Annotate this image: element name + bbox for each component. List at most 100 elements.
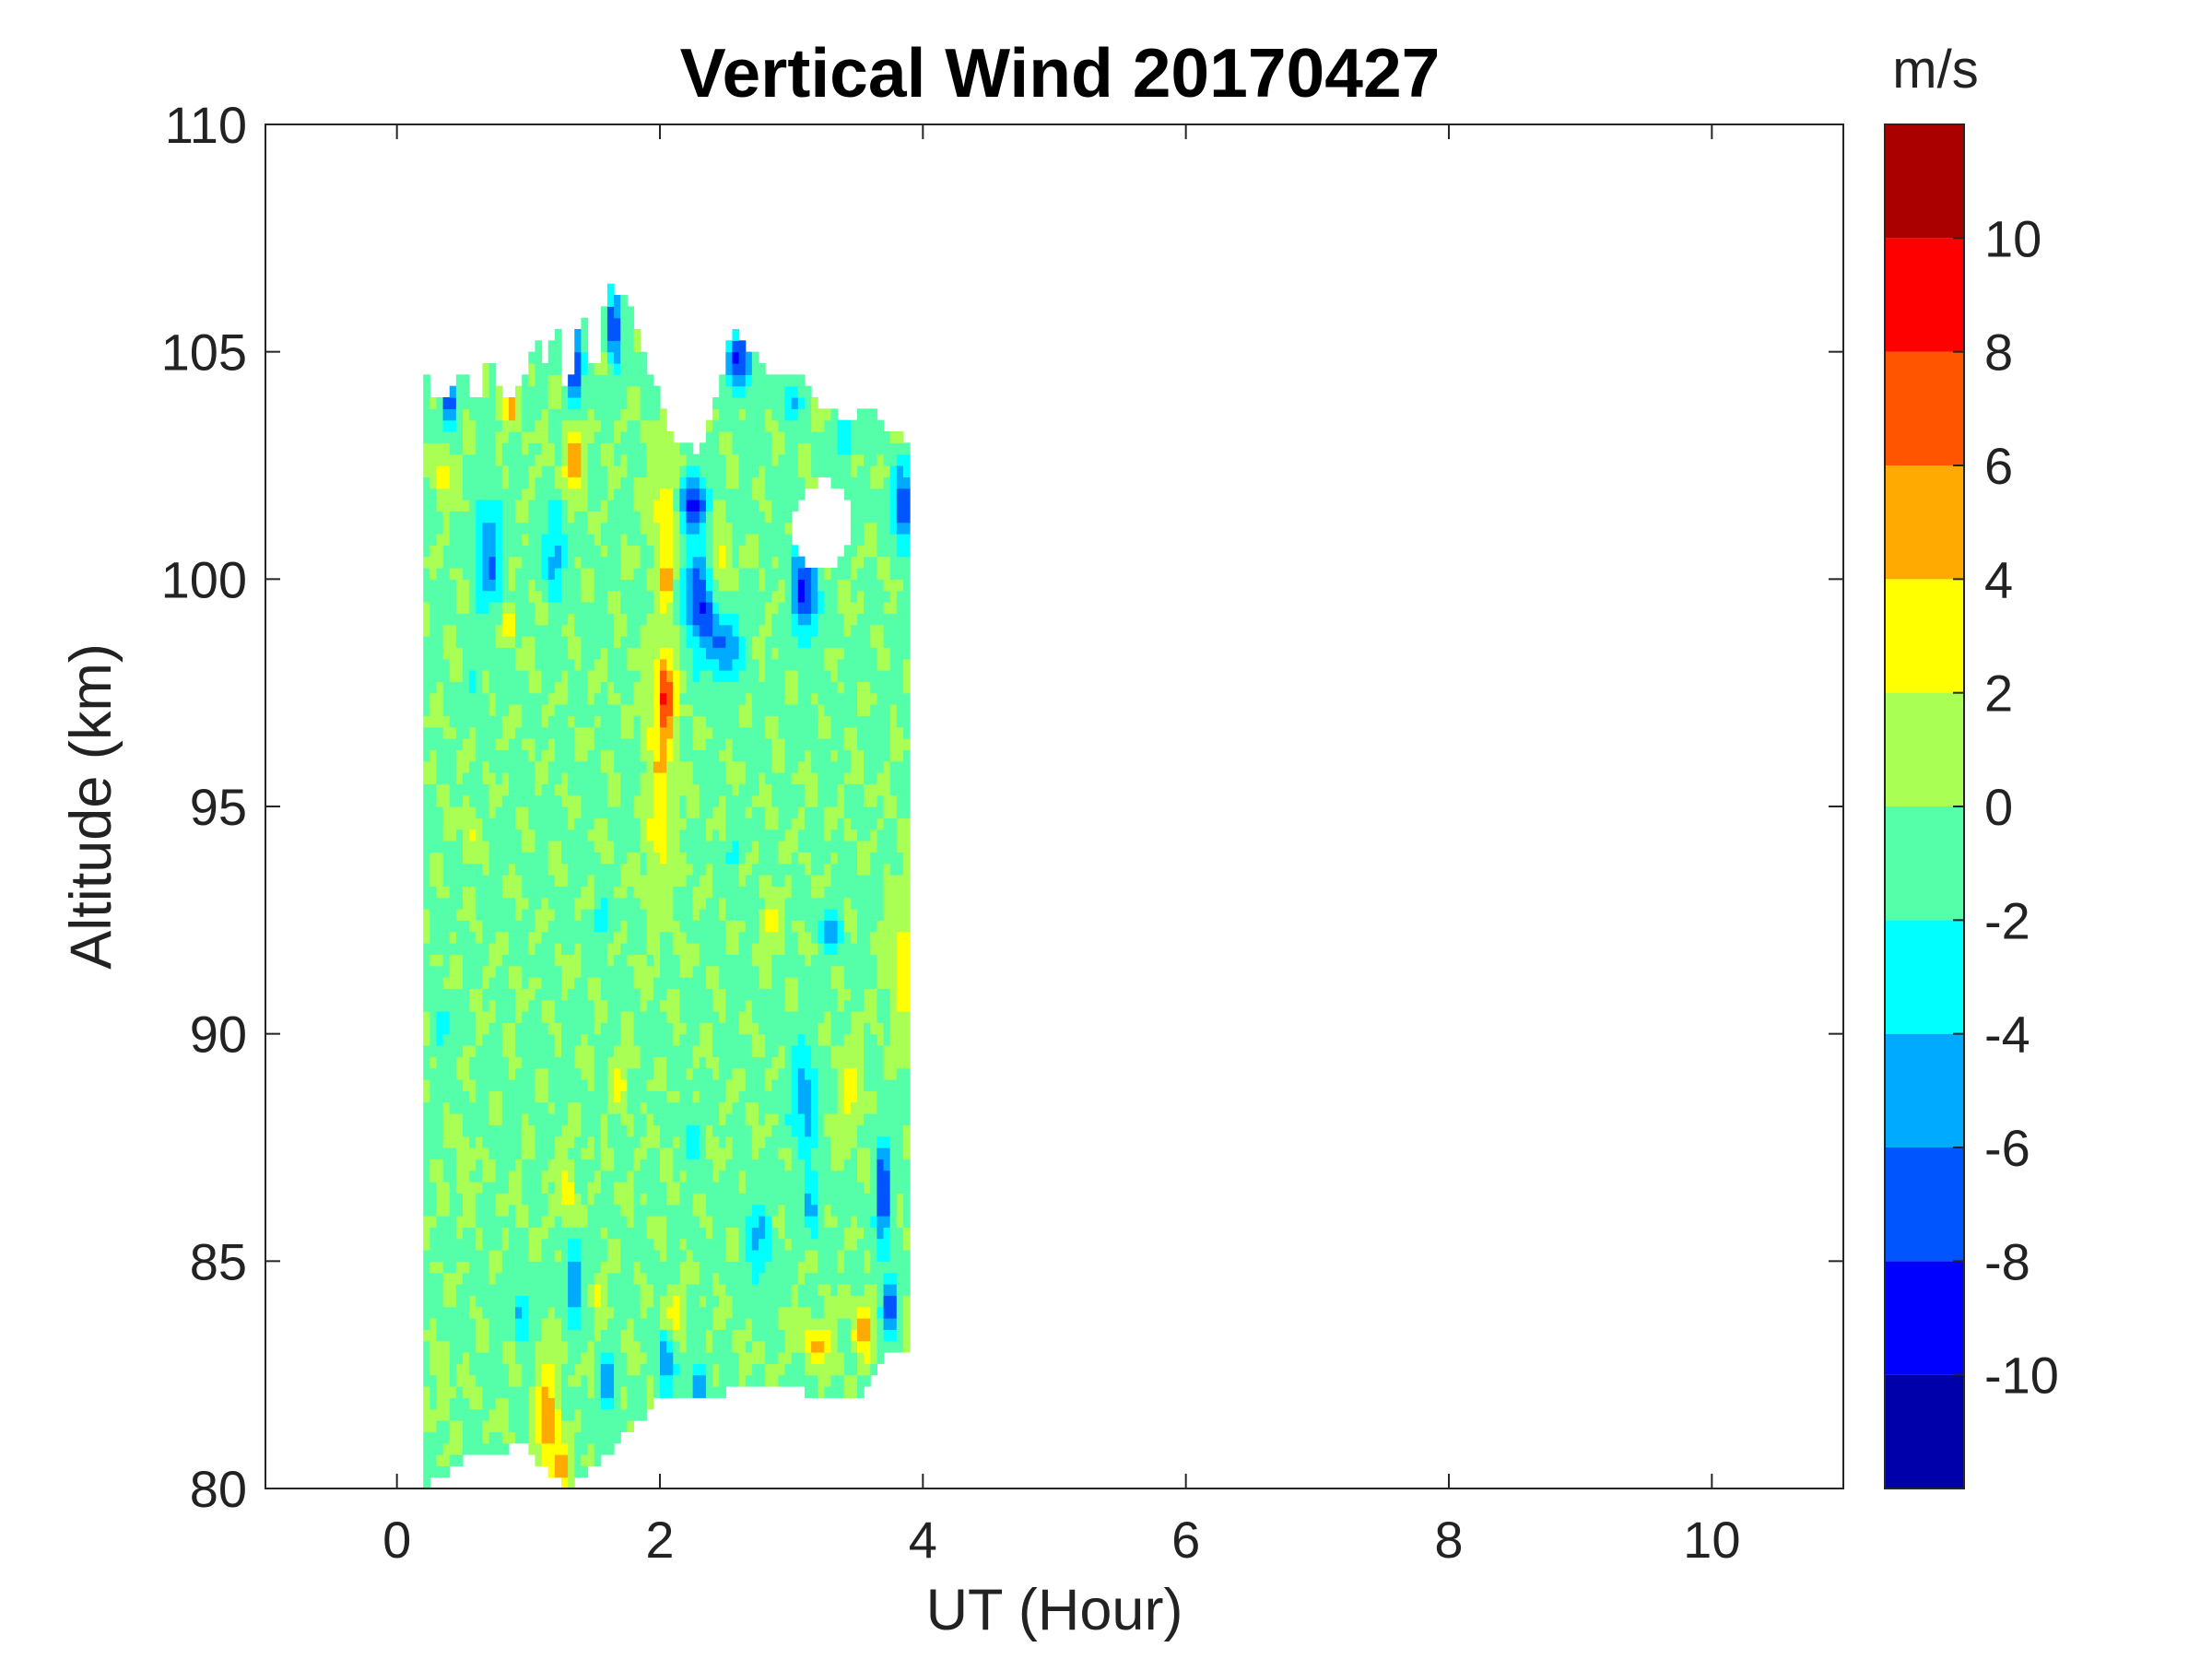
heatmap-cell: [594, 579, 602, 592]
heatmap-cell: [508, 1170, 516, 1182]
heatmap-cell: [587, 613, 595, 626]
heatmap-cell: [495, 500, 503, 512]
heatmap-cell: [738, 1340, 747, 1353]
heatmap-cell: [495, 477, 503, 489]
heatmap-cell: [745, 1261, 753, 1274]
heatmap-cell: [600, 1045, 608, 1057]
heatmap-cell: [600, 1011, 608, 1023]
heatmap-cell: [429, 1363, 438, 1376]
heatmap-cell: [633, 658, 641, 671]
heatmap-cell: [442, 1135, 451, 1148]
heatmap-cell: [633, 681, 641, 694]
heatmap-cell: [541, 1022, 549, 1035]
heatmap-cell: [561, 545, 569, 558]
heatmap-cell: [640, 1113, 648, 1125]
heatmap-cell: [771, 1147, 779, 1159]
heatmap-cell: [476, 886, 483, 899]
heatmap-cell: [692, 556, 700, 569]
heatmap-cell: [600, 726, 608, 739]
heatmap-cell: [712, 1318, 720, 1330]
heatmap-cell: [554, 1352, 562, 1364]
heatmap-cell: [759, 1056, 766, 1069]
heatmap-cell: [686, 1113, 694, 1125]
heatmap-cell: [771, 1272, 779, 1285]
heatmap-cell: [495, 988, 503, 1001]
heatmap-cell: [745, 681, 753, 694]
heatmap-cell: [508, 806, 516, 818]
heatmap-cell: [732, 658, 740, 671]
heatmap-cell: [759, 760, 766, 773]
heatmap-cell: [725, 1204, 734, 1217]
heatmap-cell: [712, 726, 720, 739]
heatmap-cell: [528, 397, 536, 409]
heatmap-cell: [449, 988, 457, 1001]
heatmap-cell: [522, 681, 529, 694]
heatmap-cell: [594, 556, 602, 569]
heatmap-cell: [561, 511, 569, 524]
heatmap-cell: [501, 1420, 510, 1432]
heatmap-cell: [482, 909, 490, 921]
heatmap-cell: [646, 1216, 654, 1228]
heatmap-cell: [600, 568, 608, 580]
heatmap-cell: [429, 829, 438, 841]
heatmap-cell: [455, 477, 464, 489]
heatmap-cell: [646, 545, 654, 558]
heatmap-cell: [765, 442, 772, 455]
heatmap-cell: [594, 806, 602, 818]
heatmap-cell: [673, 636, 680, 648]
heatmap-cell: [719, 1033, 726, 1046]
heatmap-cell: [686, 772, 694, 784]
heatmap-cell: [482, 477, 490, 489]
heatmap-cell: [600, 920, 608, 933]
heatmap-cell: [501, 818, 510, 830]
heatmap-cell: [765, 374, 772, 387]
heatmap-cell: [482, 1090, 490, 1103]
heatmap-cell: [488, 431, 497, 443]
heatmap-cell: [606, 1067, 615, 1080]
heatmap-cell: [759, 1079, 766, 1091]
heatmap-cell: [581, 602, 589, 614]
heatmap-cell: [522, 1193, 529, 1206]
heatmap-cell: [633, 806, 641, 818]
heatmap-cell: [738, 1182, 747, 1194]
heatmap-cell: [666, 897, 674, 910]
heatmap-cell: [449, 579, 457, 592]
heatmap-cell: [699, 715, 707, 728]
heatmap-cell: [640, 715, 648, 728]
heatmap-cell: [765, 568, 772, 580]
heatmap-cell: [765, 1124, 772, 1137]
heatmap-cell: [673, 897, 680, 910]
heatmap-cell: [568, 408, 575, 421]
heatmap-cell: [712, 1261, 720, 1274]
heatmap-cell: [463, 385, 470, 398]
heatmap-cell: [535, 818, 543, 830]
heatmap-cell: [587, 1090, 595, 1103]
heatmap-cell: [738, 351, 747, 364]
heatmap-cell: [495, 749, 503, 762]
heatmap-cell: [732, 738, 740, 750]
heatmap-cell: [738, 408, 747, 421]
heatmap-cell: [501, 1363, 510, 1376]
heatmap-cell: [463, 806, 470, 818]
heatmap-cell: [686, 818, 694, 830]
heatmap-cell: [765, 488, 772, 500]
heatmap-cell: [429, 943, 438, 955]
heatmap-cell: [614, 749, 621, 762]
heatmap-cell: [627, 681, 635, 694]
heatmap-cell: [561, 602, 569, 614]
heatmap-cell: [738, 1124, 747, 1137]
heatmap-cell: [606, 1204, 615, 1217]
heatmap-cell: [765, 1216, 772, 1228]
heatmap-cell: [725, 385, 734, 398]
heatmap-cell: [600, 1227, 608, 1240]
heatmap-cell: [436, 465, 444, 477]
heatmap-cell: [725, 488, 734, 500]
heatmap-cell: [449, 1101, 457, 1114]
heatmap-cell: [759, 954, 766, 967]
heatmap-cell: [627, 1250, 635, 1262]
heatmap-cell: [449, 1113, 457, 1125]
heatmap-cell: [606, 340, 615, 353]
heatmap-cell: [455, 738, 464, 750]
heatmap-cell: [640, 385, 648, 398]
heatmap-cell: [568, 613, 575, 626]
